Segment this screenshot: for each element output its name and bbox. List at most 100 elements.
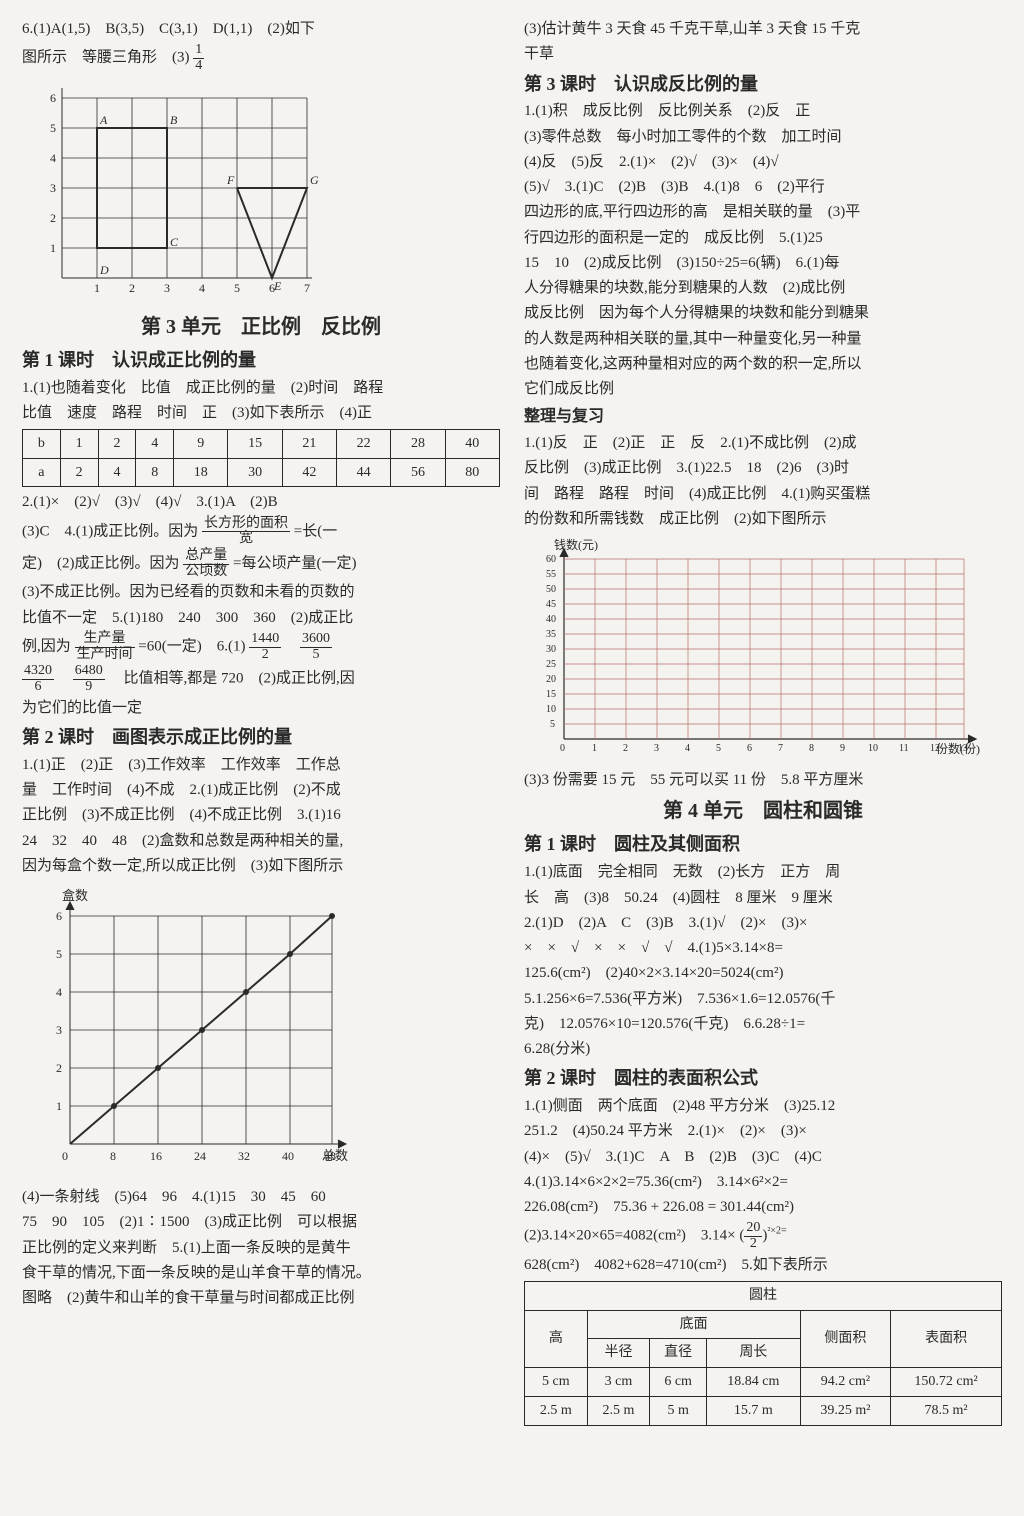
svg-text:F: F <box>226 173 235 187</box>
svg-text:25: 25 <box>546 659 556 670</box>
svg-text:6: 6 <box>56 909 62 923</box>
text: 2.(1)× (2)√ (3)√ (4)√ 3.(1)A (2)B <box>22 491 500 514</box>
svg-text:50: 50 <box>546 584 556 595</box>
svg-text:45: 45 <box>546 599 556 610</box>
svg-text:5: 5 <box>56 947 62 961</box>
text: (4)一条射线 (5)64 96 4.(1)15 30 45 60 <box>22 1186 500 1209</box>
lesson-title: 第 1 课时 圆柱及其侧面积 <box>524 831 1002 859</box>
svg-text:1: 1 <box>50 241 56 255</box>
text: 行四边形的面积是一定的 成反比例 5.(1)25 <box>524 227 1002 250</box>
svg-text:2: 2 <box>50 211 56 225</box>
text: (2)3.14×20×65=4082(cm²) 3.14× (202)²×2= <box>524 1221 1002 1251</box>
svg-text:30: 30 <box>546 644 556 655</box>
text: 克) 12.0576×10=120.576(千克) 6.6.28÷1= <box>524 1013 1002 1036</box>
svg-text:6: 6 <box>269 281 275 295</box>
svg-text:8: 8 <box>809 743 814 754</box>
text: 1.(1)底面 完全相同 无数 (2)长方 正方 周 <box>524 861 1002 884</box>
text: 食干草的情况,下面一条反映的是山羊食干草的情况。 <box>22 1262 500 1285</box>
figure-line-chart-boxes: 盒数 总数 123456 081624324048 <box>22 882 362 1182</box>
text: 例,因为 生产量生产时间 =60(一定) 6.(1) 14402 36005 <box>22 632 500 662</box>
text: (4)× (5)√ 3.(1)C A B (2)B (3)C (4)C <box>524 1146 1002 1169</box>
svg-text:5: 5 <box>716 743 721 754</box>
svg-text:13: 13 <box>958 743 968 754</box>
svg-text:3: 3 <box>164 281 170 295</box>
text: 因为每盒个数一定,所以成正比例 (3)如下图所示 <box>22 855 500 878</box>
svg-text:B: B <box>170 113 178 127</box>
text: 251.2 (4)50.24 平方米 2.(1)× (2)× (3)× <box>524 1120 1002 1143</box>
text: 的份数和所需钱数 成正比例 (2)如下图所示 <box>524 508 1002 531</box>
svg-text:1: 1 <box>56 1099 62 1113</box>
svg-text:40: 40 <box>546 614 556 625</box>
svg-text:0: 0 <box>560 743 565 754</box>
svg-text:3: 3 <box>50 181 56 195</box>
text: 226.08(cm²) 75.36 + 226.08 = 301.44(cm²) <box>524 1196 1002 1219</box>
svg-text:1: 1 <box>94 281 100 295</box>
svg-text:10: 10 <box>868 743 878 754</box>
text: 定) (2)成正比例。因为 总产量公顷数 =每公顷产量(一定) <box>22 549 500 579</box>
text: 75 90 105 (2)1∶1500 (3)成正比例 可以根据 <box>22 1211 500 1234</box>
text: × × √ × × √ √ 4.(1)5×3.14×8= <box>524 937 1002 960</box>
text: 反比例 (3)成正比例 3.(1)22.5 18 (2)6 (3)时 <box>524 457 1002 480</box>
text: (4)反 (5)反 2.(1)× (2)√ (3)× (4)√ <box>524 151 1002 174</box>
svg-text:8: 8 <box>110 1149 116 1163</box>
svg-text:5: 5 <box>550 719 555 730</box>
svg-text:11: 11 <box>899 743 909 754</box>
section-title: 整理与复习 <box>524 405 1002 430</box>
svg-text:60: 60 <box>546 554 556 565</box>
svg-text:7: 7 <box>304 281 310 295</box>
text: 125.6(cm²) (2)40×2×3.14×20=5024(cm²) <box>524 962 1002 985</box>
svg-text:15: 15 <box>546 689 556 700</box>
svg-text:4: 4 <box>199 281 205 295</box>
text: 也随着变化,这两种量相对应的两个数的积一定,所以 <box>524 353 1002 376</box>
svg-text:10: 10 <box>546 704 556 715</box>
figure-grid-shapes: AB CD FG E 123456 1234567 <box>22 78 322 308</box>
text: 它们成反比例 <box>524 378 1002 401</box>
svg-text:20: 20 <box>546 674 556 685</box>
text: 1.(1)反 正 (2)正 正 反 2.(1)不成比例 (2)成 <box>524 432 1002 455</box>
svg-text:3: 3 <box>654 743 659 754</box>
svg-text:35: 35 <box>546 629 556 640</box>
svg-text:5: 5 <box>234 281 240 295</box>
text: (5)√ 3.(1)C (2)B (3)B 4.(1)8 6 (2)平行 <box>524 176 1002 199</box>
svg-text:32: 32 <box>238 1149 250 1163</box>
svg-text:7: 7 <box>778 743 783 754</box>
svg-text:4: 4 <box>685 743 690 754</box>
text: 长 高 (3)8 50.24 (4)圆柱 8 厘米 9 厘米 <box>524 887 1002 910</box>
svg-text:2: 2 <box>129 281 135 295</box>
text: 的人数是两种相关联的量,其中一种量变化,另一种量 <box>524 328 1002 351</box>
text: 成反比例 因为每个人分得糖果的块数和能分到糖果 <box>524 302 1002 325</box>
text: ²×2= <box>767 1226 786 1237</box>
svg-text:40: 40 <box>282 1149 294 1163</box>
svg-text:G: G <box>310 173 319 187</box>
text: (3)3 份需要 15 元 55 元可以买 11 份 5.8 平方厘米 <box>524 769 1002 792</box>
text: (3)不成正比例。因为已经看的页数和未看的页数的 <box>22 581 500 604</box>
svg-text:5: 5 <box>50 121 56 135</box>
svg-text:钱数(元): 钱数(元) <box>554 537 598 552</box>
text: 图所示 等腰三角形 (3) 14 <box>22 43 500 73</box>
text: 比值不一定 5.(1)180 240 300 360 (2)成正比 <box>22 607 500 630</box>
svg-text:9: 9 <box>840 743 845 754</box>
left-column: 6.(1)A(1,5) B(3,5) C(3,1) D(1,1) (2)如下 图… <box>22 18 500 1498</box>
text: 正比例的定义来判断 5.(1)上面一条反映的是黄牛 <box>22 1237 500 1260</box>
text: 6.28(分米) <box>524 1038 1002 1061</box>
svg-text:盒数: 盒数 <box>62 888 88 903</box>
text: 量 工作时间 (4)不成 2.(1)成正比例 (2)不成 <box>22 779 500 802</box>
lesson-title: 第 2 课时 画图表示成正比例的量 <box>22 724 500 752</box>
text: 5.1.256×6=7.536(平方米) 7.536×1.6=12.0576(千 <box>524 988 1002 1011</box>
lesson-title: 第 1 课时 认识成正比例的量 <box>22 347 500 375</box>
text: 15 10 (2)成反比例 (3)150÷25=6(辆) 6.(1)每 <box>524 252 1002 275</box>
svg-text:A: A <box>99 113 108 127</box>
svg-text:12: 12 <box>930 743 940 754</box>
svg-text:48: 48 <box>324 1149 336 1163</box>
unit-title: 第 3 单元 正比例 反比例 <box>22 312 500 343</box>
text: 628(cm²) 4082+628=4710(cm²) 5.如下表所示 <box>524 1254 1002 1277</box>
svg-text:1: 1 <box>592 743 597 754</box>
ratio-table: b12491521222840 a248183042445680 <box>22 429 500 487</box>
svg-text:4: 4 <box>50 151 56 165</box>
unit-title: 第 4 单元 圆柱和圆锥 <box>524 796 1002 827</box>
text: 图略 (2)黄牛和山羊的食干草量与时间都成正比例 <box>22 1287 500 1310</box>
text: 1.(1)正 (2)正 (3)工作效率 工作效率 工作总 <box>22 754 500 777</box>
svg-text:D: D <box>99 263 109 277</box>
cylinder-table: 圆柱 高 底面 侧面积 表面积 半径直径周长 5 cm3 cm6 cm18.84… <box>524 1281 1002 1425</box>
text: 比值 速度 路程 时间 正 (3)如下表所示 (4)正 <box>22 402 500 425</box>
